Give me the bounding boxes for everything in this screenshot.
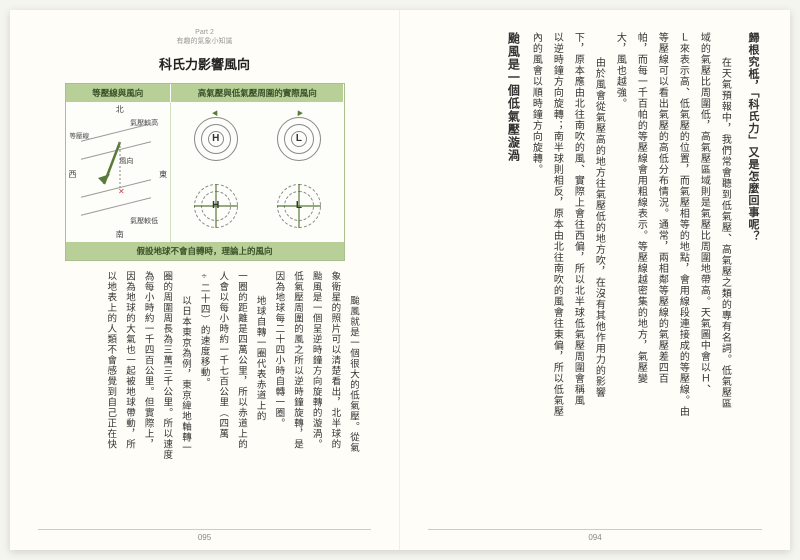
text-col: 為每小時約一千四百公里。但實際上， bbox=[140, 271, 156, 541]
label-east: 東 bbox=[159, 169, 167, 180]
circle-letter: H bbox=[212, 133, 219, 144]
lead-sentence: 歸根究柢，「科氏力」又是怎麼回事呢？ bbox=[743, 32, 762, 488]
label-west: 西 bbox=[69, 169, 77, 180]
text-col: 圈的周圍周長為三萬三千公里。所以速度 bbox=[159, 271, 175, 541]
text-col: 因為地球每二十四小時自轉一圈。 bbox=[271, 271, 287, 541]
right-body-text: 歸根究柢，「科氏力」又是怎麼回事呢？ 在天氣預報中，我們常會聽到低氣壓、高氣壓之… bbox=[428, 28, 762, 488]
rotation-arrow-icon bbox=[295, 109, 303, 116]
page-right: 歸根究柢，「科氏力」又是怎麼回事呢？ 在天氣預報中，我們常會聽到低氣壓、高氣壓之… bbox=[400, 10, 790, 550]
header-part: Part 2 bbox=[38, 28, 371, 37]
text-col: 內的風會以順時鐘方向旋轉。 bbox=[527, 32, 544, 488]
isobar-line bbox=[80, 197, 150, 215]
diagram-head-right: 高氣壓與低氣壓周圍的實際風向 bbox=[171, 84, 343, 102]
header-subtitle: 有趣的氣象小知識 bbox=[38, 37, 371, 46]
pressure-circle: L bbox=[258, 106, 339, 171]
pressure-circle: H bbox=[175, 106, 256, 171]
pressure-circle: L bbox=[258, 173, 339, 238]
diagram-isobar-panel: 北 南 西 東 氣壓較高 氣壓較低 等壓線 風向 bbox=[66, 102, 172, 242]
diagram-box: 等壓線與風向 高氣壓與低氣壓周圍的實際風向 北 南 西 東 氣壓較高 氣壓較低 … bbox=[65, 83, 345, 261]
text-col: 在天氣預報中，我們常會聽到低氣壓、高氣壓之類的專有名詞。低氣壓區 bbox=[716, 32, 733, 488]
circle-letter: L bbox=[296, 200, 302, 211]
left-body-text: 颱風就是一個很大的低氣壓。從氣 象衛星的照片可以清楚看出，北半球的 颱風是一個呈… bbox=[38, 271, 371, 541]
diagram-caption: 假設地球不會自轉時，理論上的風向 bbox=[66, 242, 344, 260]
text-col: 人會以每小時約一千七百公里（四萬 bbox=[215, 271, 231, 541]
diagram-head-left: 等壓線與風向 bbox=[66, 84, 172, 102]
text-col: 地球自轉一圈代表赤道上的 bbox=[252, 271, 268, 541]
book-spread: Part 2 有趣的氣象小知識 科氏力影響風向 等壓線與風向 高氣壓與低氣壓周圍… bbox=[10, 10, 790, 550]
text-col: 以逆時鐘方向旋轉；南半球則相反，原本由北往南吹的風會往東偏，所以低氣壓 bbox=[548, 32, 565, 488]
diagram-title: 科氏力影響風向 bbox=[38, 54, 371, 73]
wind-arrow-icon: ✕ bbox=[92, 138, 148, 198]
text-col: ÷二十四）的速度移動。 bbox=[196, 271, 212, 541]
rotation-arrow-icon bbox=[212, 109, 220, 116]
text-col: 颱風就是一個很大的低氣壓。從氣 bbox=[345, 271, 361, 541]
page-left: Part 2 有趣的氣象小知識 科氏力影響風向 等壓線與風向 高氣壓與低氣壓周圍… bbox=[10, 10, 400, 550]
section-title: 颱風是一個低氣壓漩渦 bbox=[503, 32, 523, 488]
label-south: 南 bbox=[116, 229, 124, 240]
text-col: 颱風是一個呈逆時鐘方向旋轉的漩渦。 bbox=[308, 271, 324, 541]
text-col: 大，風也越強。 bbox=[611, 32, 628, 488]
text-col: 域的氣壓比周圍低，高氣壓區域則是氣壓比周圍地帶高。天氣圖中會以Ｈ、 bbox=[695, 32, 712, 488]
text-col: 以日本東京為例，東京緯地軸轉一 bbox=[177, 271, 193, 541]
page-header-left: Part 2 有趣的氣象小知識 bbox=[38, 28, 371, 46]
text-col: 等壓線可以看出氣壓的高低分布情況。通常，兩相鄰等壓線的氣壓差四百 bbox=[653, 32, 670, 488]
diagram-header-row: 等壓線與風向 高氣壓與低氣壓周圍的實際風向 bbox=[66, 84, 344, 102]
text-col: 因為地球的大氣也一起被地球帶動，所 bbox=[121, 271, 137, 541]
text-col: 帕，而每一千百帕的等壓線會用粗線表示。等壓線越密集的地方，氣壓變 bbox=[632, 32, 649, 488]
pressure-circle: H bbox=[175, 173, 256, 238]
circle-letter: H bbox=[212, 200, 219, 211]
text-col: 象衛星的照片可以清楚看出，北半球的 bbox=[327, 271, 343, 541]
label-north: 北 bbox=[116, 104, 124, 115]
text-col: 低氣壓周圍的風之所以逆時鐘旋轉，是 bbox=[289, 271, 305, 541]
circle-letter: L bbox=[296, 133, 302, 144]
svg-text:✕: ✕ bbox=[118, 187, 125, 196]
text-col: 由於風會從氣壓高的地方往氣壓低的地方吹，在沒有其他作用力的影響 bbox=[590, 32, 607, 488]
page-number-right: 094 bbox=[428, 529, 762, 542]
text-col: 一圈的距離是四萬公里，所以赤道上的 bbox=[233, 271, 249, 541]
diagram-body: 北 南 西 東 氣壓較高 氣壓較低 等壓線 風向 bbox=[66, 102, 344, 242]
label-low: 氣壓較低 bbox=[130, 216, 158, 226]
text-col: Ｌ來表示高、低氣壓的位置，而氣壓相等的地點，會用線段連接成的等壓線。由 bbox=[674, 32, 691, 488]
text-col: 以地表上的人類不會感覺到自己正在快 bbox=[103, 271, 119, 541]
page-number-left: 095 bbox=[38, 529, 371, 542]
diagram-circles-panel: H L H bbox=[171, 102, 343, 242]
text-col: 下，原本應由北往南吹的風、實際上會往西偏，所以北半球低氣壓周圍會稱風 bbox=[569, 32, 586, 488]
